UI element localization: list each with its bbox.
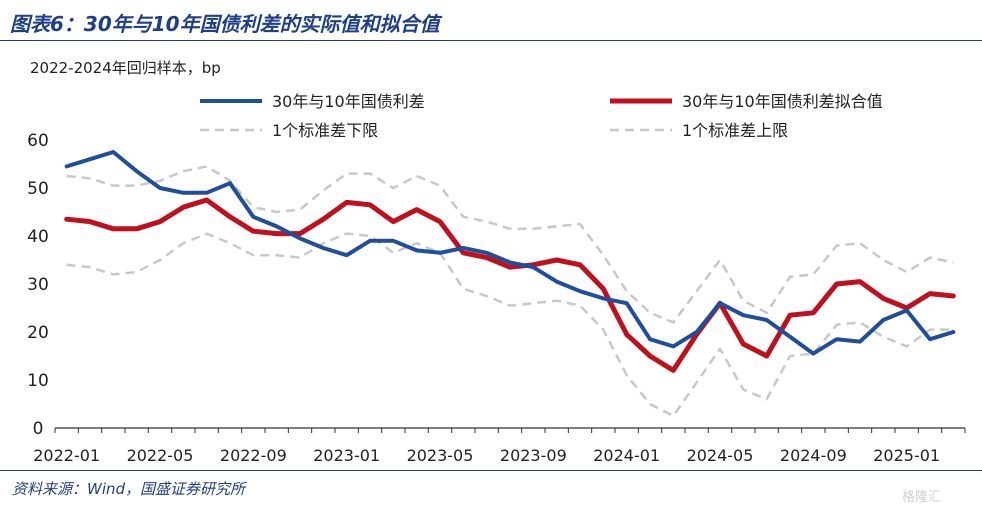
x-tick-label: 2023-01: [313, 446, 380, 465]
legend-label-2: 1个标准差下限: [272, 121, 378, 140]
chart-legend: 30年与10年国债利差 30年与10年国债利差拟合值 1个标准差下限 1个标准差上限: [200, 92, 883, 140]
source-note: 资料来源：Wind，国盛证券研究所: [12, 480, 246, 498]
x-tick-label: 2022-05: [127, 446, 194, 465]
y-tick-label: 10: [27, 371, 49, 391]
y-tick-label: 20: [27, 323, 49, 343]
series-line-1: [64, 197, 956, 373]
series-line-3: [66, 165, 954, 324]
x-tick-label: 2024-05: [687, 446, 754, 465]
footer-divider: [0, 470, 982, 471]
title-divider: [0, 40, 982, 41]
legend-label-3: 1个标准差上限: [682, 121, 788, 140]
series-line-0: [64, 150, 956, 356]
y-tick-label: 40: [27, 227, 49, 247]
chart-series: [64, 150, 956, 418]
watermark: 格隆汇: [902, 490, 942, 505]
x-tick-label: 2022-09: [220, 446, 287, 465]
x-tick-label: 2023-09: [500, 446, 567, 465]
y-tick-label: 50: [27, 179, 49, 199]
x-tick-label: 2022-01: [33, 446, 100, 465]
y-tick-label: 30: [27, 275, 49, 295]
y-tick-label: 60: [27, 131, 49, 151]
legend-label-1: 30年与10年国债利差拟合值: [682, 92, 883, 111]
y-tick-label: 0: [33, 419, 44, 439]
x-tick-label: 2024-01: [593, 446, 660, 465]
chart-title: 图表6：30年与10年国债利差的实际值和拟合值: [10, 12, 440, 36]
x-tick-label: 2024-09: [780, 446, 847, 465]
x-tick-label: 2025-01: [873, 446, 940, 465]
x-tick-label: 2023-05: [407, 446, 474, 465]
chart-subtitle: 2022-2024年回归样本，bp: [30, 59, 221, 77]
y-axis: 0 10 20 30 40 50 60: [27, 131, 49, 439]
series-line-2: [66, 232, 954, 418]
legend-label-0: 30年与10年国债利差: [272, 92, 425, 111]
x-axis: 2022-01 2022-05 2022-09 2023-01 2023-05 2023-…: [33, 427, 966, 465]
